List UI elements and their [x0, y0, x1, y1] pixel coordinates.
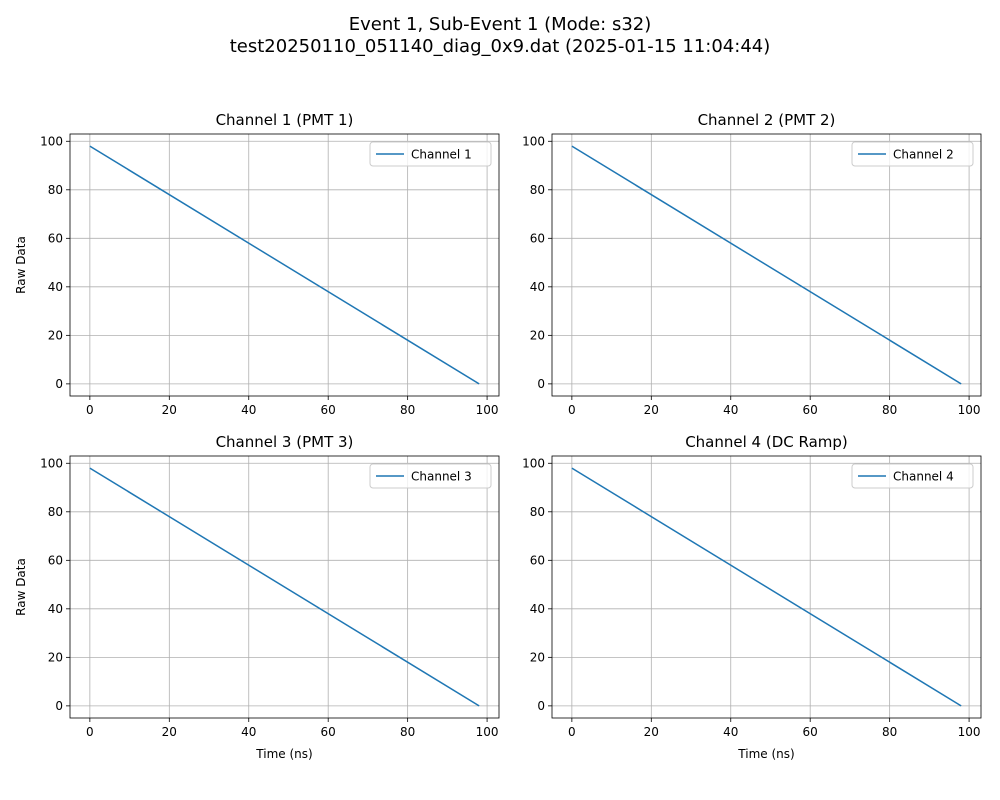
subplot-2-legend-box	[851, 141, 974, 167]
subplot-4-series-line-1	[571, 467, 962, 707]
subplot-4-axes-frame	[551, 455, 982, 719]
subplot-2-xtick-label-40: 40	[723, 403, 738, 417]
subplot-1-xtick-label-20: 20	[162, 403, 177, 417]
subplot-1-legend: Channel 1	[369, 141, 492, 167]
subplot-1-xtick-label-0: 0	[86, 403, 94, 417]
subplot-3-xtick-label-0: 0	[86, 725, 94, 739]
subplot-1-ytick-label-40: 40	[48, 280, 63, 294]
subplot-1-legend-label: Channel 1	[411, 148, 472, 162]
subplot-1-xtick-label-100: 100	[476, 403, 499, 417]
subplot-3-legend-label: Channel 3	[411, 470, 472, 484]
subplot-1-ytick-label-20: 20	[48, 328, 63, 342]
subplot-2-ytick-label-0: 0	[537, 377, 545, 391]
subplot-3-xtick-label-60: 60	[321, 725, 336, 739]
subplot-3-xtick-label-80: 80	[400, 725, 415, 739]
subplot-4-xtick-label-40: 40	[723, 725, 738, 739]
subplot-4-ytick-label-100: 100	[522, 456, 545, 470]
subplot-3: 0 20 40 60 80 100 0 20 40 60 80 100 Channel 3 (PMT 3…	[14, 433, 500, 761]
subplot-1-series-line-1	[89, 145, 480, 385]
figure-title: Event 1, Sub-Event 1 (Mode: s32) test202…	[0, 14, 1000, 58]
subplot-3-ytick-label-80: 80	[48, 505, 63, 519]
subplot-3-xtick-label-40: 40	[241, 725, 256, 739]
subplot-1-ytick-label-100: 100	[40, 134, 63, 148]
subplot-1-title: Channel 1 (PMT 1)	[216, 111, 354, 129]
subplot-3-axes-frame	[69, 455, 500, 719]
subplot-2-xtick-label-100: 100	[958, 403, 981, 417]
subplot-1-ylabel: Raw Data	[14, 236, 28, 294]
subplot-4-legend: Channel 4	[851, 463, 974, 489]
subplot-3-title: Channel 3 (PMT 3)	[216, 433, 354, 451]
subplot-4-legend-label: Channel 4	[893, 470, 954, 484]
subplot-2-ytick-label-40: 40	[530, 280, 545, 294]
subplot-3-legend: Channel 3	[369, 463, 492, 489]
subplot-1-xtick-label-60: 60	[321, 403, 336, 417]
subplot-1-xtick-label-40: 40	[241, 403, 256, 417]
subplot-2-ytick-label-80: 80	[530, 183, 545, 197]
subplot-4-xtick-label-0: 0	[568, 725, 576, 739]
subplot-1-legend-box	[369, 141, 492, 167]
subplot-4-ytick-label-80: 80	[530, 505, 545, 519]
subplot-3-legend-box	[369, 463, 492, 489]
subplot-2-ytick-label-60: 60	[530, 231, 545, 245]
subplot-2-ytick-label-100: 100	[522, 134, 545, 148]
subplot-1-ytick-label-80: 80	[48, 183, 63, 197]
subplot-2-legend-label: Channel 2	[893, 148, 954, 162]
subplot-4-ytick-label-40: 40	[530, 602, 545, 616]
figure-title-line2: test20250110_051140_diag_0x9.dat (2025-0…	[229, 36, 771, 57]
subplot-3-ytick-label-40: 40	[48, 602, 63, 616]
subplot-3-ytick-label-100: 100	[40, 456, 63, 470]
figure-title-line1: Event 1, Sub-Event 1 (Mode: s32)	[348, 14, 652, 35]
subplot-3-ylabel: Raw Data	[14, 558, 28, 616]
subplot-4-legend-box	[851, 463, 974, 489]
subplot-2-xtick-label-0: 0	[568, 403, 576, 417]
subplot-3-xtick-label-100: 100	[476, 725, 499, 739]
subplot-4-xtick-label-80: 80	[882, 725, 897, 739]
subplot-1-ytick-label-0: 0	[55, 377, 63, 391]
subplot-2-xtick-label-20: 20	[644, 403, 659, 417]
subplot-4-ytick-label-60: 60	[530, 553, 545, 567]
subplot-2-title: Channel 2 (PMT 2)	[698, 111, 836, 129]
subplot-1: 0 20 40 60 80 100 0 20 40 60 80 100 Channel 1 (PMT 1…	[14, 111, 500, 417]
subplot-4-ytick-label-20: 20	[530, 650, 545, 664]
subplot-1-xtick-label-80: 80	[400, 403, 415, 417]
subplot-4-xtick-label-60: 60	[803, 725, 818, 739]
subplot-2-ytick-label-20: 20	[530, 328, 545, 342]
subplot-1-ytick-label-60: 60	[48, 231, 63, 245]
subplot-4-xtick-label-100: 100	[958, 725, 981, 739]
subplot-2-legend: Channel 2	[851, 141, 974, 167]
subplot-2-xtick-label-80: 80	[882, 403, 897, 417]
subplot-4-ytick-label-0: 0	[537, 699, 545, 713]
subplot-2: 0 20 40 60 80 100 0 20 40 60 80 100 Channel 2 (PMT 2…	[522, 111, 982, 417]
subplot-2-xtick-label-60: 60	[803, 403, 818, 417]
subplot-2-series-line-1	[571, 145, 962, 385]
subplot-2-axes-frame	[551, 133, 982, 397]
subplot-4: 0 20 40 60 80 100 0 20 40 60 80 100 Channel 4 (DC Ra…	[522, 433, 982, 761]
subplot-1-axes-frame	[69, 133, 500, 397]
subplot-3-xtick-label-20: 20	[162, 725, 177, 739]
subplot-3-series-line-1	[89, 467, 480, 707]
subplot-4-xtick-label-20: 20	[644, 725, 659, 739]
subplot-3-ytick-label-60: 60	[48, 553, 63, 567]
subplot-3-ytick-label-20: 20	[48, 650, 63, 664]
subplot-3-xlabel: Time (ns)	[255, 747, 312, 761]
subplot-3-ytick-label-0: 0	[55, 699, 63, 713]
subplot-4-title: Channel 4 (DC Ramp)	[685, 433, 848, 451]
subplot-4-xlabel: Time (ns)	[737, 747, 794, 761]
